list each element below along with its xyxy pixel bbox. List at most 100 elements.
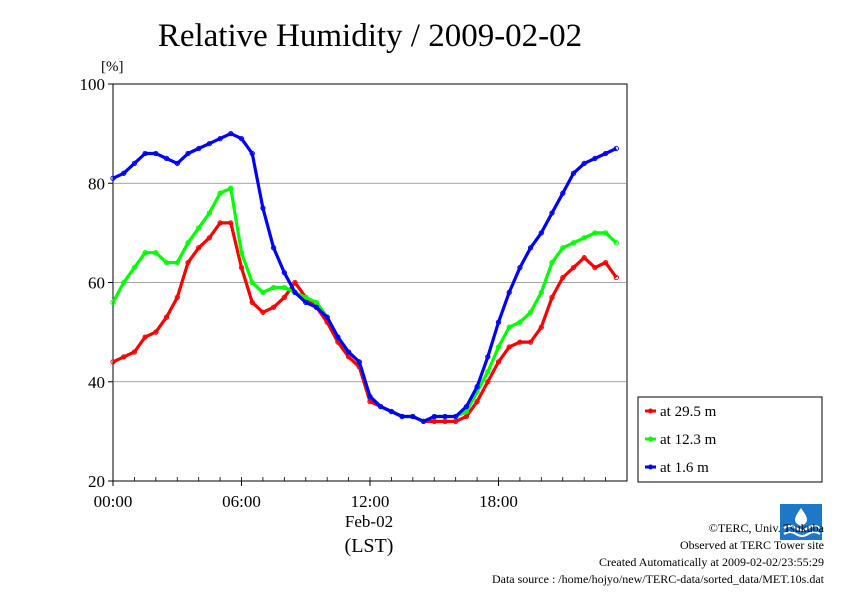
data-point xyxy=(538,289,544,296)
data-point xyxy=(196,145,202,152)
data-point xyxy=(121,170,127,176)
data-point xyxy=(142,250,148,256)
data-point xyxy=(153,150,159,157)
data-point xyxy=(206,210,213,216)
data-point xyxy=(303,294,309,301)
data-point xyxy=(570,170,577,176)
data-point xyxy=(121,279,127,286)
data-point xyxy=(442,413,448,420)
data-point xyxy=(485,369,491,375)
y-axis-unit: [%] xyxy=(101,59,124,75)
data-point xyxy=(249,279,255,286)
data-point xyxy=(174,259,180,266)
data-point xyxy=(217,220,223,226)
data-point xyxy=(485,354,491,360)
data-point xyxy=(185,150,191,157)
data-point xyxy=(174,294,180,301)
data-point xyxy=(163,155,170,162)
data-point xyxy=(410,413,416,420)
data-point xyxy=(260,289,266,296)
data-point xyxy=(270,284,277,291)
data-point xyxy=(463,413,470,420)
data-point xyxy=(131,264,138,271)
x-date-label: Feb-02 xyxy=(345,512,393,531)
data-point xyxy=(238,250,245,256)
data-point xyxy=(453,418,459,425)
data-point xyxy=(495,359,502,365)
data-point xyxy=(527,339,534,345)
data-point xyxy=(442,418,448,425)
data-point xyxy=(581,255,587,261)
data-point xyxy=(335,334,341,340)
data-point xyxy=(367,393,373,400)
data-point xyxy=(474,384,480,390)
data-point xyxy=(474,398,480,405)
data-point xyxy=(613,274,619,281)
data-point xyxy=(153,329,159,335)
data-point xyxy=(260,205,266,211)
data-point xyxy=(613,240,619,246)
data-point xyxy=(485,379,491,385)
x-tick-label: 18:00 xyxy=(479,492,518,511)
data-point xyxy=(581,160,587,167)
data-point xyxy=(238,264,245,271)
data-point xyxy=(324,314,330,320)
y-tick-label: 40 xyxy=(88,373,105,392)
grid-lines xyxy=(113,182,627,383)
data-point xyxy=(270,304,277,310)
data-point xyxy=(217,135,223,142)
data-point xyxy=(581,235,587,241)
footer-observed: Observed at TERC Tower site xyxy=(680,538,824,552)
data-point xyxy=(538,324,544,330)
data-point xyxy=(174,160,180,167)
terc-logo xyxy=(780,504,822,540)
data-point xyxy=(217,190,223,196)
data-point xyxy=(592,230,598,236)
data-point xyxy=(345,354,352,360)
data-point xyxy=(527,309,534,315)
data-point xyxy=(388,408,395,415)
data-point xyxy=(292,289,298,296)
data-point xyxy=(592,155,598,162)
x-tick-label: 00:00 xyxy=(94,492,133,511)
data-point xyxy=(121,354,127,360)
footer-source: Data source : /home/hojyo/new/TERC-data/… xyxy=(492,572,825,586)
data-point xyxy=(163,259,170,266)
data-point xyxy=(163,314,170,320)
y-axis: 20 40 60 80 100 xyxy=(80,75,113,491)
data-point xyxy=(431,418,437,425)
x-axis-label: (LST) xyxy=(345,535,394,557)
data-point xyxy=(345,349,352,355)
data-point xyxy=(463,408,470,415)
data-point xyxy=(281,294,287,301)
data-point xyxy=(538,230,544,236)
data-point xyxy=(270,245,277,251)
data-point xyxy=(495,319,502,325)
data-point xyxy=(110,359,116,365)
series-2 xyxy=(110,130,619,425)
data-point xyxy=(549,259,555,266)
data-point xyxy=(142,334,148,340)
data-point xyxy=(110,299,116,306)
data-point xyxy=(260,309,266,315)
data-point xyxy=(506,289,512,296)
data-point xyxy=(506,324,512,330)
footer-created: Created Automatically at 2009-02-02/23:5… xyxy=(599,555,824,569)
legend-box xyxy=(637,396,823,483)
data-point xyxy=(549,210,555,216)
data-point xyxy=(292,279,298,286)
x-axis: 00:00 06:00 12:00 18:00 xyxy=(94,477,606,511)
x-tick-label: 12:00 xyxy=(351,492,390,511)
data-point xyxy=(602,230,609,236)
data-point xyxy=(549,294,555,301)
data-point xyxy=(602,150,609,157)
footer-copyright: ©TERC, Univ. Tsukuba xyxy=(709,521,825,535)
data-point xyxy=(560,274,566,281)
data-point xyxy=(602,259,609,266)
data-point xyxy=(420,418,427,425)
legend-label: at 12.3 m xyxy=(660,432,717,448)
data-point xyxy=(560,245,566,251)
data-point xyxy=(281,284,287,291)
legend-label: at 1.6 m xyxy=(660,460,709,476)
legend-marker xyxy=(648,436,653,442)
